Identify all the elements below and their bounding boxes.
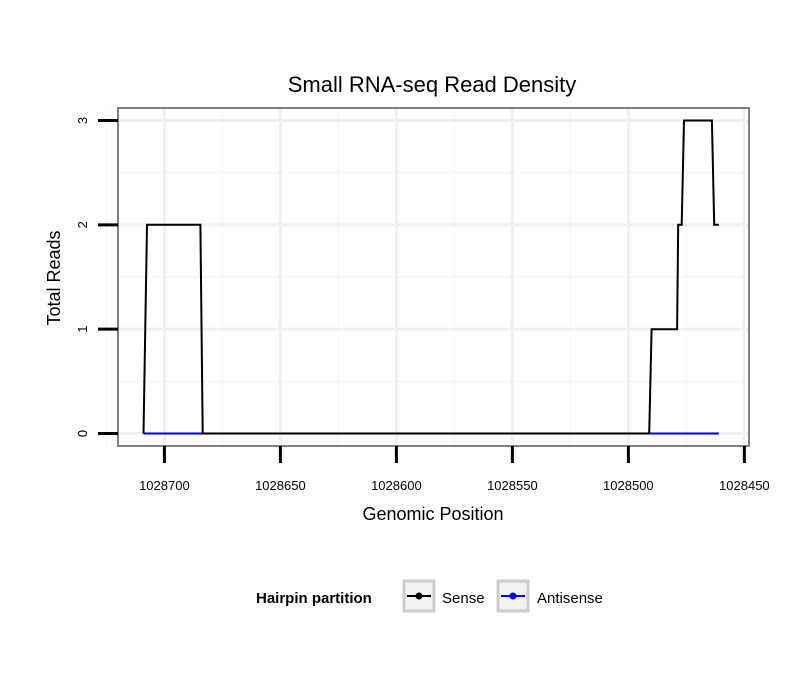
x-tick-label: 1028700: [139, 478, 190, 493]
y-tick-label: 0: [75, 430, 90, 437]
legend-point-antisense: [509, 592, 517, 600]
x-tick-label: 1028500: [603, 478, 654, 493]
legend: Hairpin partition Sense Antisense: [256, 579, 603, 613]
y-axis: 0 1 2 3: [75, 117, 118, 437]
y-tick-label: 1: [75, 326, 90, 333]
legend-label-sense: Sense: [442, 590, 485, 607]
x-tick-label: 1028650: [255, 478, 306, 493]
x-tick-label: 1028450: [719, 478, 770, 493]
x-axis: 1028700 1028650 1028600 1028550 1028500 10284…: [139, 446, 770, 493]
plot-border: [117, 107, 750, 447]
series-line-sense: [142, 119, 719, 435]
y-tick-label: 3: [75, 117, 90, 124]
legend-point-sense: [415, 592, 423, 600]
y-axis-title: Total Reads: [44, 230, 64, 325]
legend-item-antisense: Antisense: [496, 579, 603, 613]
legend-label-antisense: Antisense: [537, 590, 603, 607]
x-tick-label: 1028550: [487, 478, 538, 493]
x-axis-title: Genomic Position: [362, 504, 503, 524]
chart-title: Small RNA-seq Read Density: [288, 72, 577, 97]
x-tick-label: 1028600: [371, 478, 422, 493]
series-layer: [142, 119, 719, 435]
legend-item-sense: Sense: [402, 579, 485, 613]
y-tick-label: 2: [75, 221, 90, 228]
legend-title: Hairpin partition: [256, 590, 372, 607]
